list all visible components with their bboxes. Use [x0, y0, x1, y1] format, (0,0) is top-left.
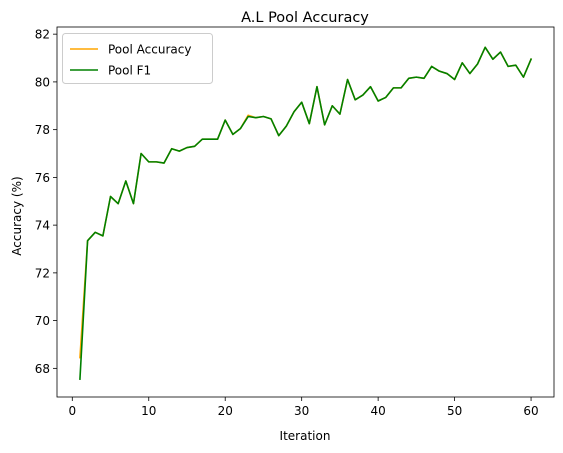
y-tick-label: 74: [35, 219, 50, 233]
y-tick-label: 80: [35, 75, 50, 89]
x-tick-label: 20: [218, 404, 233, 418]
x-tick-label: 30: [294, 404, 309, 418]
axes-frame: [56, 26, 555, 398]
legend-box: [62, 33, 213, 84]
legend: Pool Accuracy Pool F1: [62, 33, 213, 84]
y-tick-label: 76: [35, 171, 50, 185]
y-tick-label: 70: [35, 314, 50, 328]
series-line-1: [79, 46, 533, 380]
plot-area: [56, 26, 555, 398]
x-tick-label: 50: [447, 404, 462, 418]
y-tick-label: 72: [35, 266, 50, 280]
chart-title: A.L Pool Accuracy: [241, 10, 369, 26]
series-line-0: [79, 46, 533, 359]
y-tick-label: 68: [35, 362, 50, 376]
legend-label: Pool Accuracy: [108, 43, 191, 57]
x-axis: 0 10 20 30 40 50 60: [68, 397, 539, 418]
y-axis-label: Accuracy (%): [10, 176, 24, 255]
x-tick-label: 40: [370, 404, 385, 418]
y-tick-label: 78: [35, 123, 50, 137]
x-axis-label: Iteration: [280, 429, 331, 443]
x-tick-label: 0: [68, 404, 76, 418]
x-tick-label: 60: [523, 404, 538, 418]
legend-label: Pool F1: [108, 64, 151, 78]
y-axis: 68 70 72 74 76 78 80 82: [35, 28, 57, 376]
x-tick-label: 10: [141, 404, 156, 418]
y-tick-label: 82: [35, 28, 50, 42]
